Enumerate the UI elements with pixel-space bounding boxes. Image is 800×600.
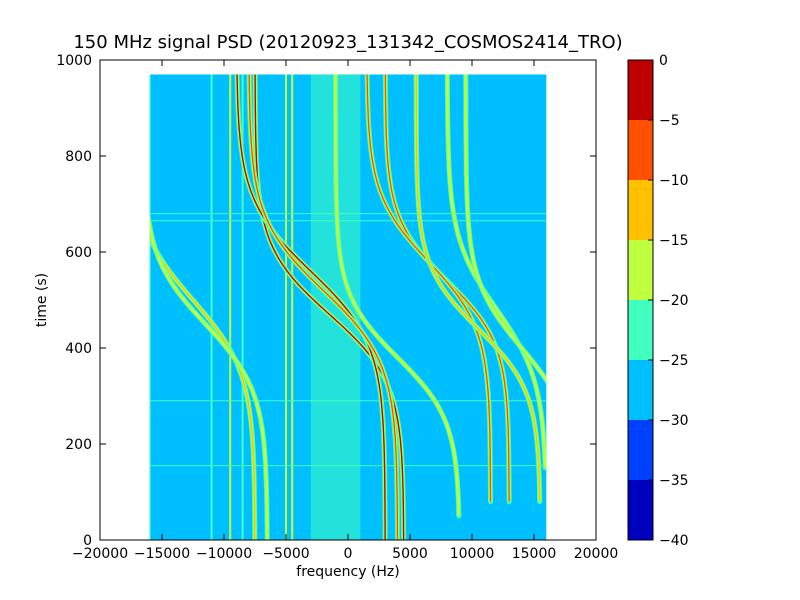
colorbar-tick-label: −35 [659,473,689,489]
colorbar-segment [628,300,653,360]
x-tick-label: 5000 [392,546,428,562]
x-tick-label: −10000 [196,546,252,562]
x-tick-label: 15000 [512,546,557,562]
x-tick-label: −5000 [262,546,309,562]
x-axis: −20000 −15000 −10000 −5000 0 5000 10000 15000 20… [72,60,618,562]
colorbar-tick-label: 0 [659,53,668,69]
x-tick-label: 20000 [574,546,619,562]
chart-title: 150 MHz signal PSD (20120923_131342_COSM… [73,32,622,53]
doppler-trace [149,220,268,540]
colorbar-tick-label: −15 [659,233,689,249]
x-tick-label: 10000 [450,546,495,562]
colorbar-segment [628,180,653,240]
x-tick-label: −15000 [134,546,190,562]
doppler-trace [248,74,399,541]
y-tick-label: 200 [65,437,92,453]
colorbar-tick-label: −40 [659,533,689,549]
y-tick-label: 1000 [56,53,92,69]
colorbar-tick-label: −20 [659,293,689,309]
x-axis-label: frequency (Hz) [296,564,399,580]
doppler-trace [149,235,256,540]
colorbar-tick-label: −25 [659,353,689,369]
colorbar: −40 −35 −30 −25 −20 −15 −10 −5 0 [627,53,689,549]
doppler-trace [465,74,547,382]
colorbar-segment [628,240,653,300]
colorbar-tick-label: −10 [659,173,689,189]
spectrogram [149,74,547,541]
colorbar-segment [628,360,653,420]
x-tick-label: 0 [344,546,353,562]
y-tick-label: 0 [83,533,92,549]
colorbar-segment [628,120,653,180]
doppler-trace [366,74,492,502]
colorbar-segment [628,420,653,480]
y-tick-label: 400 [65,341,92,357]
doppler-trace [236,74,386,540]
colorbar-segment [628,60,653,120]
colorbar-segment [628,480,653,540]
colorbar-tick-label: −30 [659,413,689,429]
y-axis: 0 200 400 600 800 1000 [56,53,596,549]
x-tick-label: −20000 [72,546,128,562]
y-tick-label: 600 [65,245,92,261]
colorbar-tick-label: −5 [659,113,680,129]
doppler-trace [334,74,460,516]
doppler-trace [415,74,541,502]
plot-area [99,59,597,541]
y-tick-label: 800 [65,149,92,165]
y-axis-label: time (s) [34,273,50,327]
doppler-trace [446,74,546,469]
doppler-trace [254,74,405,540]
